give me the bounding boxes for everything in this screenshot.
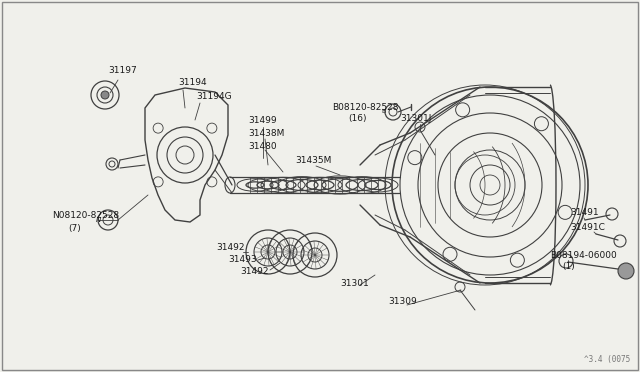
Text: 31194: 31194 — [178, 77, 207, 87]
Text: 31492: 31492 — [240, 267, 269, 276]
Text: 31309: 31309 — [388, 298, 417, 307]
Text: 31301: 31301 — [340, 279, 369, 289]
Text: 31493: 31493 — [228, 256, 257, 264]
Text: 31499: 31499 — [248, 115, 276, 125]
Text: 31194G: 31194G — [196, 92, 232, 100]
Text: B08120-82528: B08120-82528 — [332, 103, 399, 112]
Text: 31197: 31197 — [108, 65, 137, 74]
Text: 31435M: 31435M — [295, 155, 332, 164]
Text: 31301J: 31301J — [400, 113, 431, 122]
Circle shape — [618, 263, 634, 279]
Text: (16): (16) — [348, 113, 367, 122]
Text: 31480: 31480 — [248, 141, 276, 151]
Text: 31492: 31492 — [216, 244, 244, 253]
Text: B: B — [382, 109, 386, 113]
Text: (7): (7) — [68, 224, 81, 232]
Text: N: N — [95, 217, 100, 223]
Text: B08194-06000: B08194-06000 — [550, 250, 617, 260]
Text: (1): (1) — [562, 262, 575, 270]
Text: 31438M: 31438M — [248, 128, 284, 138]
Text: 31491: 31491 — [570, 208, 598, 217]
Circle shape — [101, 91, 109, 99]
Text: ^3.4 (0075: ^3.4 (0075 — [584, 355, 630, 364]
Text: N08120-82528: N08120-82528 — [52, 211, 119, 219]
Text: 31491C: 31491C — [570, 222, 605, 231]
